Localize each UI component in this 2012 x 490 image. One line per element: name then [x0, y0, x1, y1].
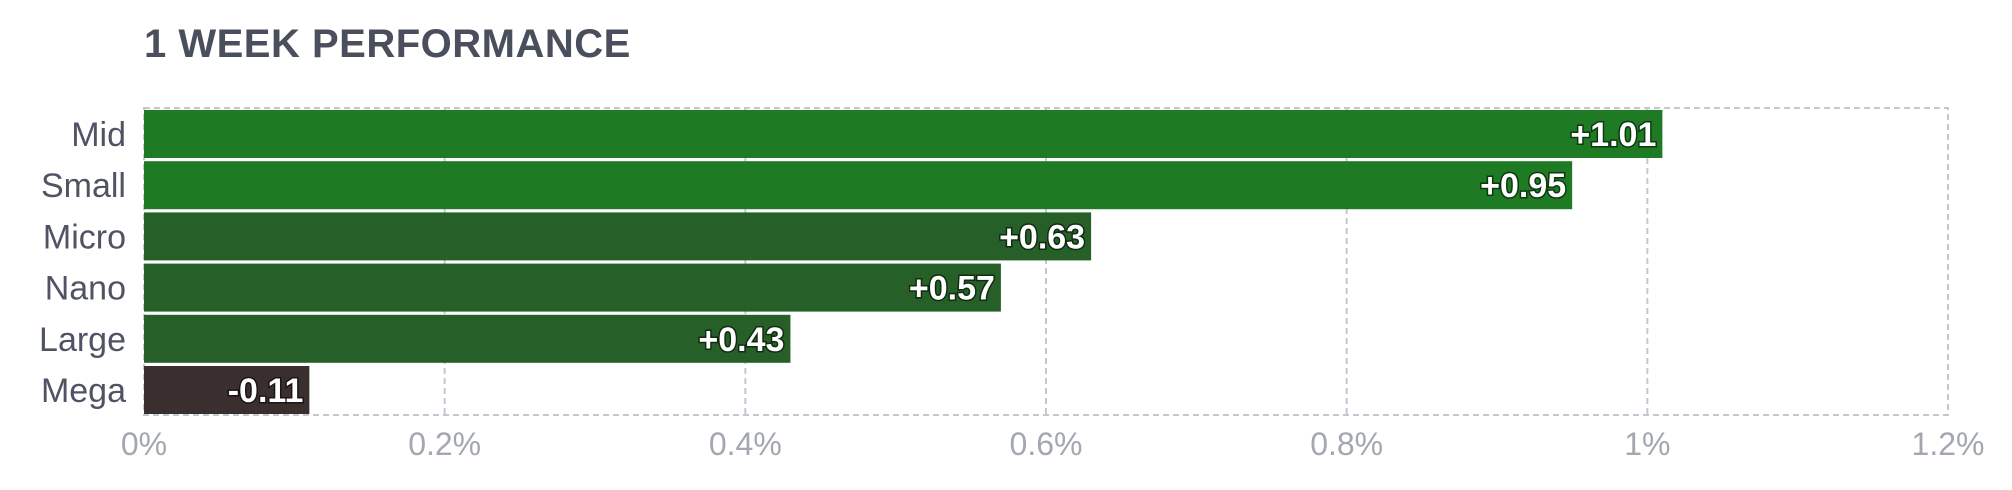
x-tick-label: 0.8%	[1310, 426, 1383, 462]
value-label: +0.63	[999, 218, 1085, 256]
category-label: Mega	[41, 372, 126, 410]
x-tick-label: 0%	[121, 426, 167, 462]
bar-mid	[144, 110, 1663, 158]
x-tick-label: 0.4%	[709, 426, 782, 462]
value-label: +0.95	[1480, 167, 1566, 205]
category-label: Small	[41, 167, 126, 205]
category-label: Nano	[45, 270, 126, 308]
bar-nano	[144, 263, 1001, 312]
category-label: Large	[39, 321, 126, 359]
value-label: +1.01	[1570, 116, 1656, 154]
bar-mega	[144, 366, 310, 414]
category-label: Mid	[71, 116, 126, 154]
value-label: +0.57	[909, 270, 995, 308]
category-label: Micro	[43, 218, 126, 256]
x-tick-label: 1%	[1624, 426, 1670, 462]
x-tick-label: 0.2%	[408, 426, 481, 462]
value-label: -0.11	[228, 372, 304, 410]
bar-small	[144, 161, 1573, 210]
bar-micro	[144, 212, 1092, 261]
chart-title: 1 WEEK PERFORMANCE	[144, 22, 631, 66]
bar-large	[144, 314, 791, 363]
x-tick-label: 1.2%	[1912, 426, 1985, 462]
x-tick-label: 0.6%	[1010, 426, 1083, 462]
value-label: +0.43	[698, 321, 784, 359]
